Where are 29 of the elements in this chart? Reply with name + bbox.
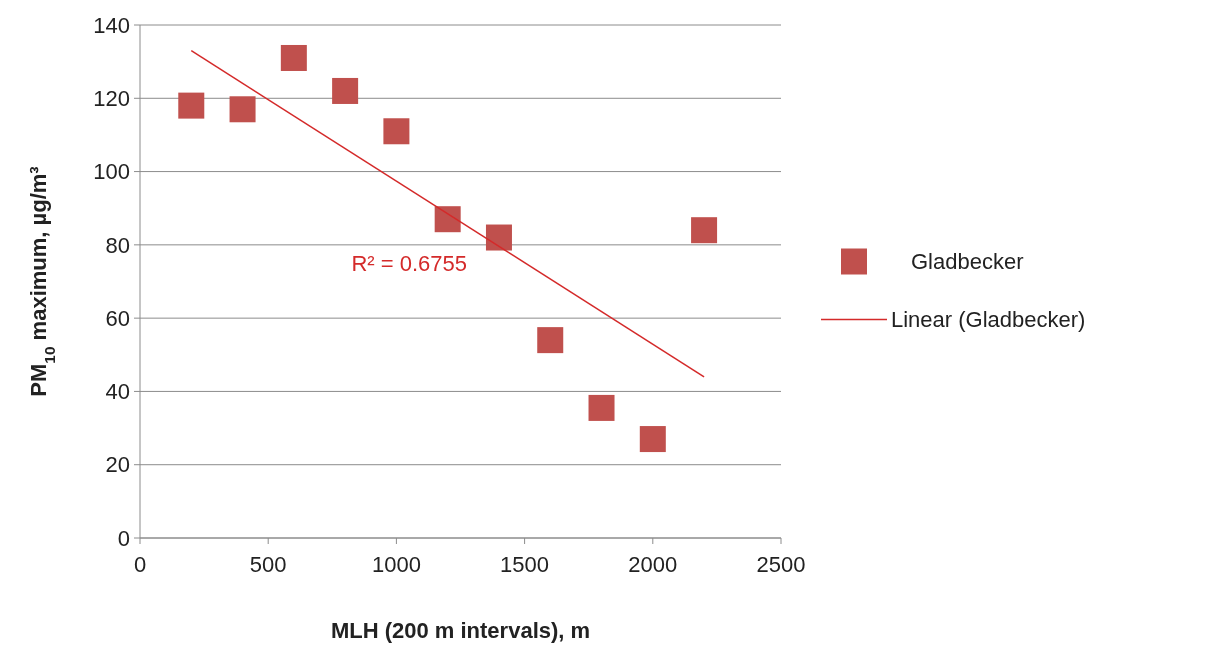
x-tick-label: 1500 bbox=[500, 552, 550, 577]
y-tick-label: 40 bbox=[105, 379, 130, 405]
point bbox=[383, 118, 410, 145]
point bbox=[280, 44, 307, 71]
y-tick-label: 140 bbox=[93, 12, 130, 38]
point bbox=[691, 217, 718, 244]
y-tick-label: 20 bbox=[105, 452, 130, 478]
x-axis-title: MLH (200 m intervals), m bbox=[330, 618, 591, 643]
y-tick-label: 120 bbox=[93, 85, 130, 111]
point bbox=[178, 92, 205, 119]
point bbox=[537, 327, 564, 354]
x-tick-label: 1000 bbox=[371, 552, 421, 577]
y-tick-label: 0 bbox=[117, 525, 130, 551]
y-tick-label: 80 bbox=[105, 232, 130, 258]
point bbox=[229, 96, 256, 123]
y-tick-label: 100 bbox=[93, 159, 130, 185]
x-tick-label: 0 bbox=[133, 552, 147, 577]
y-tick-label: 60 bbox=[105, 305, 130, 331]
point bbox=[588, 394, 615, 421]
legend-label: Gladbecker bbox=[911, 249, 1024, 275]
x-tick-label: 2500 bbox=[756, 552, 806, 577]
legend-label: Linear (Gladbecker) bbox=[891, 307, 1086, 333]
x-tick-label: 500 bbox=[249, 552, 287, 577]
point bbox=[485, 224, 512, 251]
annotation: R² = 0.6755 bbox=[351, 251, 468, 277]
point bbox=[639, 426, 666, 453]
x-tick-label: 2000 bbox=[628, 552, 678, 577]
point bbox=[434, 206, 461, 233]
point bbox=[332, 77, 359, 104]
